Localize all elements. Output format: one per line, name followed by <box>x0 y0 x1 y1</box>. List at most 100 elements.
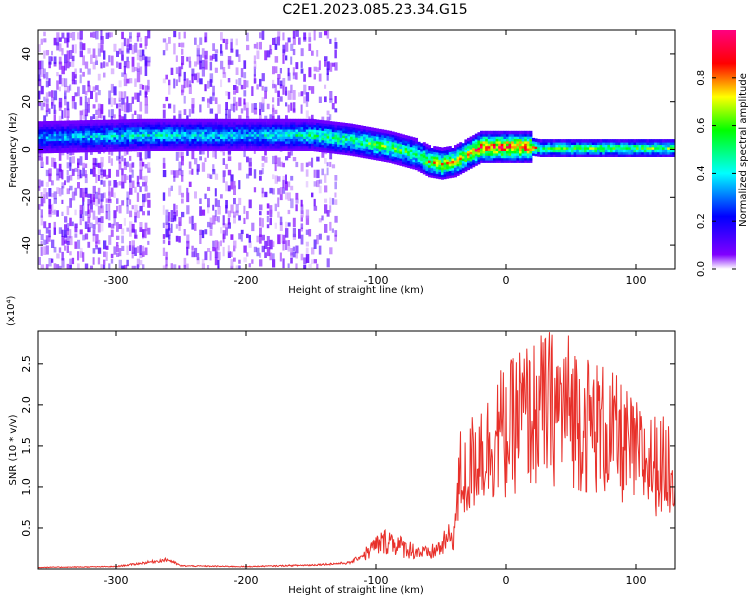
spectrogram-ridge-cell <box>617 139 621 143</box>
spectrogram-ridge-cell <box>368 141 372 145</box>
spectrogram-ridge-cell <box>269 126 273 130</box>
spectrogram-ridge-cell <box>513 133 517 137</box>
spectrogram-noise-cell <box>300 48 304 57</box>
spectrogram-ridge-cell <box>298 147 301 151</box>
spectrogram-noise-cell <box>90 54 93 64</box>
spectrogram-noise-cell <box>305 162 309 168</box>
spectrogram-noise-cell <box>295 198 299 204</box>
spectrogram-ridge-cell <box>513 159 517 163</box>
spectrogram-noise-cell <box>43 74 46 80</box>
spectrogram-noise-cell <box>225 163 228 169</box>
spectrogram-ridge-cell <box>230 135 234 139</box>
spectrogram-noise-cell <box>292 72 296 80</box>
spectrogram-ridge-cell <box>261 147 265 151</box>
spectrogram-ridge-cell <box>641 139 645 143</box>
spectrogram-noise-cell <box>92 210 96 220</box>
spectrogram-ridge-cell <box>48 144 52 149</box>
spectrogram-ridge-cell <box>222 128 226 132</box>
spectrogram-ridge-cell <box>373 135 377 139</box>
spectrogram-ridge-cell <box>552 146 556 150</box>
spectrogram-ridge-cell <box>168 123 171 128</box>
spectrogram-ridge-cell <box>66 137 70 141</box>
spectrogram-noise-cell <box>69 198 72 208</box>
spectrogram-ridge-cell <box>251 128 255 132</box>
spectrogram-noise-cell <box>110 32 113 38</box>
spectrogram-ridge-cell <box>56 125 60 130</box>
spectrogram-ridge-cell <box>422 166 426 170</box>
spectrogram-ridge-cell <box>451 148 455 152</box>
spectrogram-ridge-cell <box>589 141 593 145</box>
spectrogram-ridge-cell <box>92 143 96 148</box>
spectrogram-noise-cell <box>87 85 91 93</box>
spectrogram-noise-cell <box>69 61 72 67</box>
spectrogram-ridge-cell <box>438 168 442 172</box>
spectrogram-noise-cell <box>318 218 322 223</box>
spectrogram-ridge-cell <box>233 121 236 125</box>
spectrogram-ridge-cell <box>656 139 660 143</box>
spectrogram-ridge-cell <box>667 141 671 145</box>
spectrogram-ridge-cell <box>506 159 509 163</box>
spectrogram-noise-cell <box>103 240 107 250</box>
spectrogram-ridge-cell <box>376 152 379 156</box>
spectrogram-ridge-cell <box>467 142 470 147</box>
spectrogram-noise-cell <box>326 258 330 268</box>
spectrogram-ridge-cell <box>272 147 275 151</box>
spectrogram-noise-cell <box>217 251 221 261</box>
spectrogram-noise-cell <box>175 151 179 161</box>
spectrogram-ridge-cell <box>100 138 104 143</box>
spectrogram-ridge-cell <box>576 153 580 157</box>
spectrogram-ridge-cell <box>446 153 450 158</box>
spectrogram-noise-cell <box>186 115 189 120</box>
spectrogram-ridge-cell <box>383 137 387 141</box>
spectrogram-noise-cell <box>324 173 327 183</box>
spectrogram-ridge-cell <box>480 152 483 156</box>
spectrogram-ridge-cell <box>181 123 184 128</box>
spectrogram-ridge-cell <box>664 139 668 143</box>
spectrogram-ridge-cell <box>464 144 468 148</box>
spectrogram-ridge-cell <box>58 142 62 146</box>
spectrogram-ridge-cell <box>149 121 153 125</box>
spectrogram-ridge-cell <box>433 160 437 164</box>
spectrogram-ridge-cell <box>581 151 585 155</box>
spectrogram-ridge-cell <box>454 161 457 166</box>
spectrogram-ridge-cell <box>438 161 442 165</box>
spectrogram-noise-cell <box>168 85 171 95</box>
colorbar-label: Normalized spectral amplitude <box>738 73 749 227</box>
spectrogram-ridge-cell <box>339 139 343 143</box>
spectrogram-noise-cell <box>136 246 140 253</box>
spectrogram-ridge-cell <box>230 126 234 130</box>
spectrogram-ridge-cell <box>199 133 203 137</box>
spectrogram-noise-cell <box>318 73 322 82</box>
spectrogram-ridge-cell <box>571 139 574 143</box>
spectrogram-noise-cell <box>207 248 211 252</box>
spectrogram-ridge-cell <box>329 145 333 149</box>
spectrogram-ridge-cell <box>563 146 567 150</box>
spectrogram-noise-cell <box>238 215 241 221</box>
spectrogram-noise-cell <box>51 90 54 98</box>
spectrogram-noise-cell <box>162 103 166 109</box>
spectrogram-noise-cell <box>274 43 278 50</box>
spectrogram-ridge-cell <box>451 174 455 178</box>
spectrogram-ridge-cell <box>485 157 489 161</box>
spectrogram-ridge-cell <box>308 137 312 142</box>
spectrogram-ridge-cell <box>404 154 408 158</box>
spectrogram-ridge-cell <box>142 135 145 139</box>
spectrogram-ridge-cell <box>415 161 418 166</box>
spectrogram-ridge-cell <box>318 134 322 138</box>
spectrogram-ridge-cell <box>339 136 343 141</box>
spectrogram-noise-cell <box>253 169 257 179</box>
spectrogram-ridge-cell <box>168 126 171 130</box>
spectrogram-ridge-cell <box>175 142 179 147</box>
spectrogram-ridge-cell <box>464 141 468 146</box>
spectrogram-noise-cell <box>199 78 203 85</box>
spectrogram-noise-cell <box>66 150 69 160</box>
spectrogram-noise-cell <box>66 175 70 183</box>
spectrogram-ridge-cell <box>516 142 520 147</box>
spectrogram-noise-cell <box>259 217 262 227</box>
spectrogram-ridge-cell <box>552 148 556 153</box>
spectrogram-noise-cell <box>56 37 60 46</box>
spectrogram-ridge-cell <box>84 122 88 126</box>
spectrogram-ridge-cell <box>188 130 192 135</box>
spectrogram-noise-cell <box>329 150 333 160</box>
spectrogram-ridge-cell <box>602 151 606 155</box>
